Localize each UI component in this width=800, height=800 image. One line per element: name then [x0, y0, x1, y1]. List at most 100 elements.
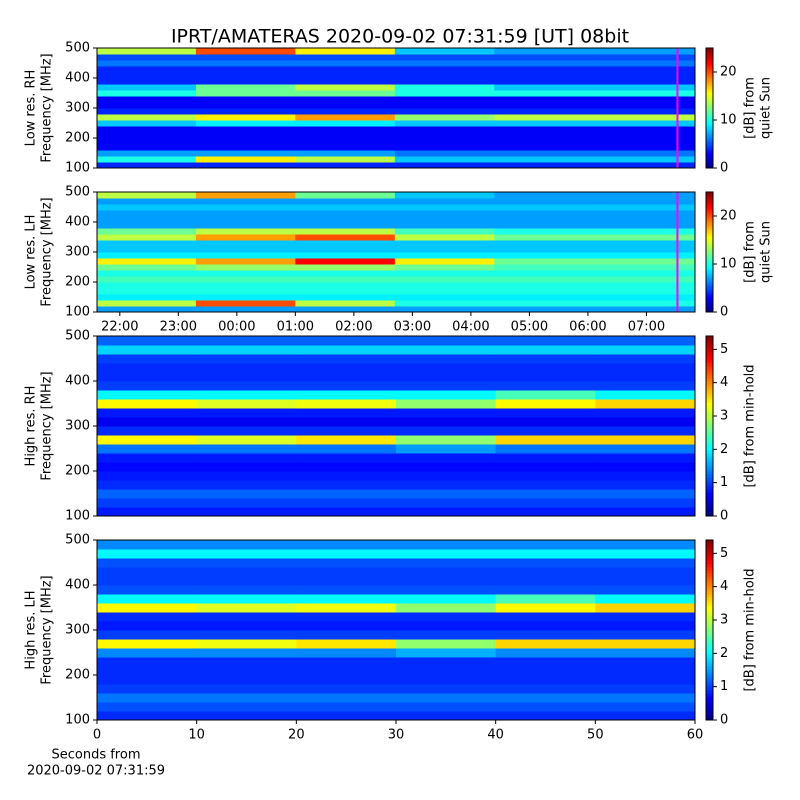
colorbar-tick-label: 1 — [720, 475, 728, 490]
heatmap-cell — [494, 276, 595, 283]
heatmap-cell — [494, 234, 595, 241]
colorbar-frame — [705, 47, 714, 169]
colorbar-segment — [706, 74, 713, 77]
x-tick-label: 20 — [288, 728, 305, 743]
colorbar-tick-label: 5 — [720, 546, 728, 561]
heatmap-cell — [495, 471, 596, 481]
colorbar-segment — [706, 717, 713, 721]
heatmap-cell — [97, 132, 197, 139]
colorbar-segment — [706, 244, 713, 247]
colorbar-segment — [706, 390, 713, 394]
heatmap-cell — [495, 480, 596, 490]
colorbar-segment — [706, 150, 713, 153]
heatmap-cell — [494, 288, 595, 295]
heatmap-cell — [396, 693, 497, 703]
colorbar-segment — [706, 684, 713, 688]
y-axis-label: Frequency [MHz] — [40, 575, 55, 684]
heatmap-cell — [196, 693, 297, 703]
heatmap-cell — [296, 345, 397, 355]
heatmap-cell — [196, 435, 297, 445]
heatmap-cell — [396, 417, 497, 427]
colorbar-segment — [706, 304, 713, 307]
heatmap-cell — [593, 72, 696, 79]
heatmap-cell — [296, 639, 397, 649]
heatmap-cell — [97, 453, 198, 463]
colorbar-tick-label: 0 — [720, 713, 728, 728]
heatmap-cell — [394, 270, 495, 277]
heatmap-cell — [593, 144, 696, 151]
heatmap-cell — [196, 507, 297, 517]
colorbar-segment — [706, 198, 713, 201]
colorbar-segment — [706, 690, 713, 694]
colorbar-segment — [706, 492, 713, 496]
heatmap-cell — [396, 462, 497, 472]
colorbar-segment — [706, 678, 713, 682]
y-axis-label: Frequency [MHz] — [40, 197, 55, 306]
heatmap-cell — [394, 114, 495, 121]
heatmap-cell — [196, 639, 297, 649]
heatmap-cell — [396, 648, 497, 658]
heatmap-cell — [196, 684, 297, 694]
colorbar-segment — [706, 708, 713, 712]
heatmap-cell — [295, 276, 396, 283]
y-tick-label: 200 — [65, 275, 90, 290]
heatmap-cell — [295, 204, 396, 211]
colorbar-label: [dB] from min-hold — [743, 364, 758, 487]
heatmap-cell — [97, 435, 198, 445]
heatmap-cell — [595, 621, 696, 631]
heatmap-cell — [394, 72, 495, 79]
colorbar-segment — [706, 254, 713, 257]
colorbar-segment — [706, 714, 713, 718]
heatmap-cell — [295, 216, 396, 223]
colorbar-segment — [706, 582, 713, 586]
heatmap-cell — [196, 354, 297, 364]
heatmap-cell — [97, 498, 198, 508]
colorbar-segment — [706, 218, 713, 221]
heatmap-cell — [195, 102, 296, 109]
colorbar-segment — [706, 144, 713, 147]
colorbar-segment — [706, 152, 713, 155]
x-tick-label: 07:00 — [628, 320, 665, 335]
colorbar-segment — [706, 124, 713, 127]
colorbar-segment — [706, 558, 713, 562]
heatmap-cell — [495, 711, 596, 721]
heatmap-cell — [494, 84, 595, 91]
heatmap-cell — [195, 144, 296, 151]
heatmap-cell — [97, 540, 198, 550]
colorbar-tick-label: 2 — [720, 646, 728, 661]
colorbar-segment — [706, 438, 713, 442]
heatmap-cell — [195, 210, 296, 217]
x-tick-label: 0 — [93, 728, 101, 743]
y-tick-label: 100 — [65, 305, 90, 320]
colorbar-segment — [706, 597, 713, 601]
heatmap-cell — [97, 60, 197, 67]
heatmap-cell — [495, 657, 596, 667]
colorbar-segment — [706, 160, 713, 163]
colorbar-segment — [706, 278, 713, 281]
heatmap-cell — [296, 363, 397, 373]
heatmap-cell — [195, 192, 296, 199]
colorbar-segment — [706, 220, 713, 223]
heatmap-cell — [494, 228, 595, 235]
heatmap-cell — [595, 693, 696, 703]
colorbar-segment — [706, 92, 713, 95]
colorbar-segment — [706, 408, 713, 412]
colorbar-segment — [706, 342, 713, 346]
colorbar-segment — [706, 110, 713, 113]
colorbar-segment — [706, 504, 713, 508]
heatmap-cell — [593, 48, 696, 55]
colorbar-segment — [706, 507, 713, 511]
heatmap-cell — [494, 54, 595, 61]
heatmap-cell — [195, 306, 296, 313]
heatmap-cell — [494, 264, 595, 271]
heatmap-cell — [494, 306, 595, 313]
heatmap-cell — [394, 228, 495, 235]
heatmap-cell — [296, 666, 397, 676]
heatmap-cell — [296, 540, 397, 550]
colorbar-segment — [706, 166, 713, 169]
colorbar-segment — [706, 276, 713, 279]
heatmap-cell — [295, 210, 396, 217]
heatmap-cell — [396, 585, 497, 595]
y-tick-label: 100 — [65, 509, 90, 524]
heatmap-cell — [595, 462, 696, 472]
